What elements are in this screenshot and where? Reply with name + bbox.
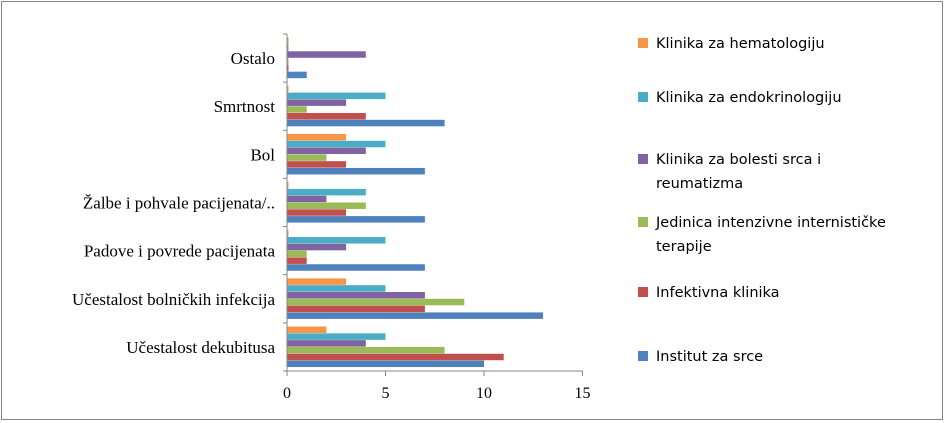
bar-infektivna-klinika-ostalo	[287, 64, 289, 72]
category-label: Smrtnost	[214, 97, 276, 116]
bar-klinika-za-hematologiju-zalbe-i-pohvale-pacijenata	[287, 182, 289, 189]
legend-label: Klinika za endokrinologiju	[656, 90, 842, 106]
category-label: Padove i povrede pacijenata	[84, 242, 276, 261]
bar-institut-za-srce-ucestalost-dekubitusa	[287, 360, 484, 368]
bar-institut-za-srce-bol	[287, 167, 425, 175]
category-label: Bol	[250, 145, 275, 164]
bar-infektivna-klinika-smrtnost	[287, 113, 366, 120]
bar-klinika-za-hematologiju-ucestalost-bolnickih-infekcija	[287, 278, 347, 285]
bar-infektivna-klinika-ucestalost-dekubitusa	[287, 353, 504, 361]
legend-swatch	[638, 92, 648, 102]
bar-jedinica-intenzivne-internisticke-terapije-padove-i-povrede-pacijenata	[287, 250, 307, 258]
bar-klinika-za-bolesti-srca-i-reumatizma-ucestalost-bolnickih-infekcija	[287, 291, 425, 299]
legend-item-institut-za-srce: Institut za srce	[638, 349, 763, 365]
bar-klinika-za-bolesti-srca-i-reumatizma-bol	[287, 147, 366, 155]
legend-item-infektivna-klinika: Infektivna klinika	[638, 285, 780, 301]
x-tick-label: 10	[476, 385, 492, 402]
category-label: Učestalost dekubitusa	[126, 338, 275, 357]
bar-institut-za-srce-ucestalost-bolnickih-infekcija	[287, 312, 544, 319]
bar-klinika-za-endokrinologiju-ostalo	[287, 44, 289, 51]
bar-institut-za-srce-smrtnost	[287, 119, 445, 127]
bar-klinika-za-endokrinologiju-ucestalost-dekubitusa	[287, 333, 386, 340]
bar-infektivna-klinika-ucestalost-bolnickih-infekcija	[287, 305, 425, 313]
legend-item-klinika-za-bolesti-srca-i-reumatizma: Klinika za bolesti srca i reumatizma	[638, 152, 821, 192]
bar-klinika-za-bolesti-srca-i-reumatizma-padove-i-povrede-pacijenata	[287, 243, 347, 251]
legend-label: Klinika za bolesti srca i	[656, 152, 821, 168]
bar-klinika-za-endokrinologiju-zalbe-i-pohvale-pacijenata	[287, 188, 366, 196]
bar-klinika-za-endokrinologiju-bol	[287, 140, 386, 148]
bar-klinika-za-endokrinologiju-smrtnost	[287, 92, 386, 100]
bar-klinika-za-bolesti-srca-i-reumatizma-ostalo	[287, 51, 366, 58]
bar-jedinica-intenzivne-internisticke-terapije-smrtnost	[287, 106, 307, 113]
bar-jedinica-intenzivne-internisticke-terapije-ucestalost-dekubitusa	[287, 346, 445, 354]
legend-label: Infektivna klinika	[656, 285, 780, 301]
bar-klinika-za-hematologiju-ucestalost-dekubitusa	[287, 326, 327, 334]
bar-institut-za-srce-zalbe-i-pohvale-pacijenata	[287, 216, 425, 223]
bar-infektivna-klinika-bol	[287, 161, 347, 168]
category-label: Učestalost bolničkih infekcija	[72, 290, 275, 309]
bar-infektivna-klinika-padove-i-povrede-pacijenata	[287, 257, 307, 264]
bar-jedinica-intenzivne-internisticke-terapije-zalbe-i-pohvale-pacijenata	[287, 202, 366, 209]
bar-klinika-za-hematologiju-padove-i-povrede-pacijenata	[287, 230, 289, 237]
bar-infektivna-klinika-zalbe-i-pohvale-pacijenata	[287, 209, 347, 216]
bar-klinika-za-hematologiju-smrtnost	[287, 85, 289, 93]
plot-area: Učestalost dekubitusa Učestalost bolnički…	[72, 33, 591, 402]
legend-label: terapije	[656, 239, 712, 255]
x-tick-label: 5	[382, 385, 390, 402]
bar-klinika-za-hematologiju-ostalo	[287, 37, 289, 45]
legend-swatch	[638, 154, 648, 164]
bar-institut-za-srce-ostalo	[287, 71, 307, 79]
bar-klinika-za-bolesti-srca-i-reumatizma-zalbe-i-pohvale-pacijenata	[287, 195, 327, 203]
legend-swatch	[638, 38, 648, 48]
category-label: Ostalo	[231, 49, 275, 68]
category-label: Žalbe i pohvale pacijenata/..	[83, 194, 275, 213]
legend-swatch	[638, 217, 648, 227]
bar-jedinica-intenzivne-internisticke-terapije-ostalo	[287, 58, 289, 65]
legend-swatch	[638, 287, 648, 297]
legend-label: Jedinica intenzivne internističke	[655, 215, 886, 231]
bar-klinika-za-endokrinologiju-padove-i-povrede-pacijenata	[287, 237, 386, 244]
x-tick-label: 15	[575, 385, 591, 402]
legend: Klinika za hematologiju Klinika za endokr…	[638, 36, 886, 365]
legend-item-jedinica-intenzivne-internisticke-terapije: Jedinica intenzivne internističke terapij…	[638, 215, 886, 255]
bar-institut-za-srce-padove-i-povrede-pacijenata	[287, 264, 425, 271]
bar-klinika-za-bolesti-srca-i-reumatizma-smrtnost	[287, 99, 347, 106]
x-tick-label: 0	[283, 385, 291, 402]
bar-klinika-za-bolesti-srca-i-reumatizma-ucestalost-dekubitusa	[287, 340, 366, 347]
bar-jedinica-intenzivne-internisticke-terapije-ucestalost-bolnickih-infekcija	[287, 298, 465, 306]
legend-label: reumatizma	[656, 176, 743, 192]
legend-label: Institut za srce	[656, 349, 763, 365]
legend-item-klinika-za-endokrinologiju: Klinika za endokrinologiju	[638, 90, 842, 106]
bar-klinika-za-hematologiju-bol	[287, 133, 347, 141]
legend-item-klinika-za-hematologiju: Klinika za hematologiju	[638, 36, 825, 52]
bar-klinika-za-endokrinologiju-ucestalost-bolnickih-infekcija	[287, 285, 386, 292]
bar-jedinica-intenzivne-internisticke-terapije-bol	[287, 154, 327, 161]
legend-swatch	[638, 351, 648, 361]
legend-label: Klinika za hematologiju	[656, 36, 825, 52]
